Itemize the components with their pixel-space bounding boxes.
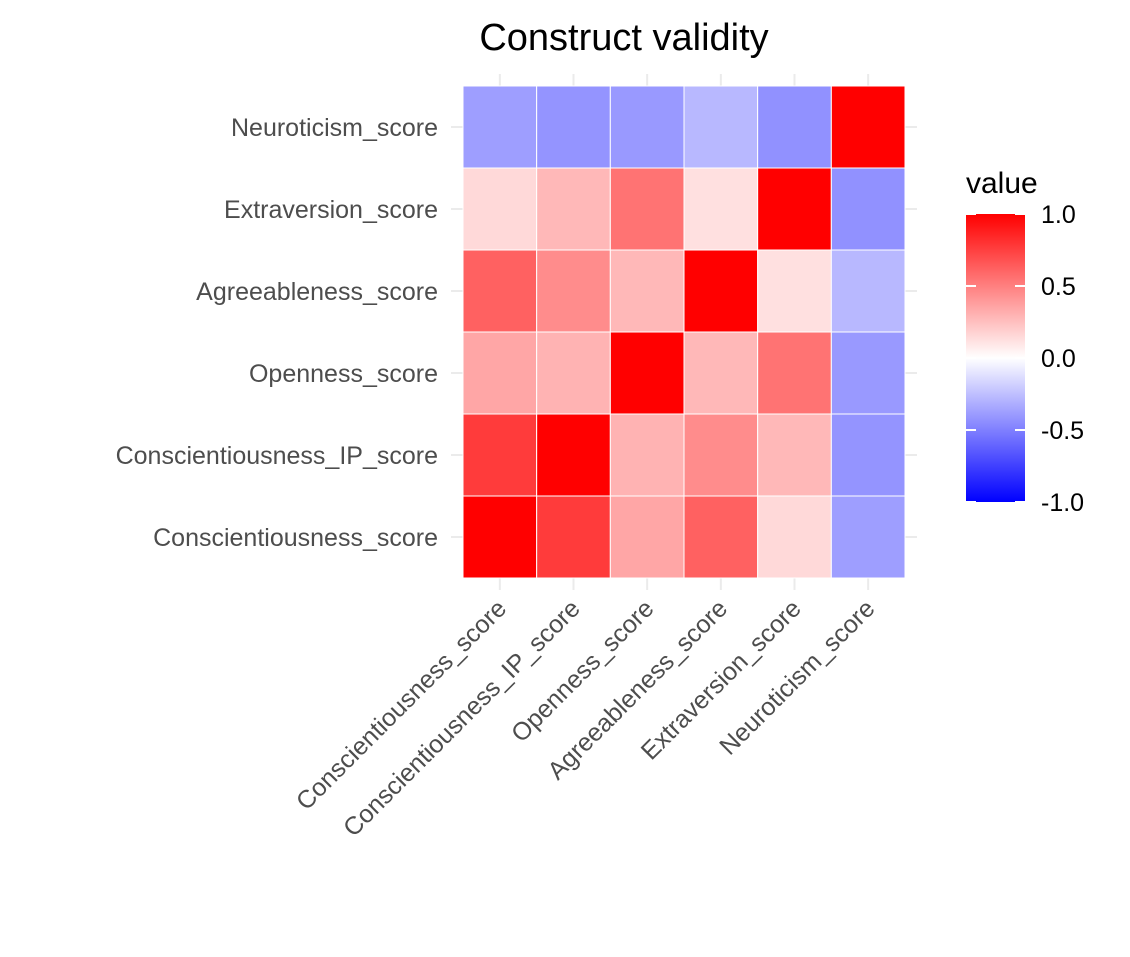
heatmap-cell — [609, 413, 685, 497]
legend-tick-label: 0.0 — [1041, 345, 1076, 373]
heatmap-cell — [757, 85, 832, 169]
heatmap-cell — [830, 331, 906, 415]
y-tick-label: Conscientiousness_IP_score — [116, 442, 438, 470]
chart-title: Construct validity — [479, 17, 768, 59]
heatmap-cell — [536, 331, 611, 415]
heatmap-cell — [830, 85, 906, 169]
heatmap-cell — [830, 495, 906, 579]
heatmap-cell — [462, 167, 538, 251]
legend-tick-label: 1.0 — [1041, 201, 1076, 229]
legend-ticks: 1.0 0.5 0.0 -0.5 -1.0 — [966, 201, 1084, 517]
heatmap-cell — [683, 331, 759, 415]
y-tick-label: Extraversion_score — [224, 196, 438, 224]
heatmap-cell — [536, 249, 611, 333]
legend-tick-label: -0.5 — [1041, 417, 1084, 445]
heatmap-cell — [683, 413, 759, 497]
heatmap-cell — [830, 249, 906, 333]
legend-tick-label: 0.5 — [1041, 273, 1076, 301]
heatmap-cell — [462, 413, 538, 497]
legend-title: value — [966, 167, 1038, 200]
heatmap-cell — [462, 249, 538, 333]
heatmap-cell — [830, 413, 906, 497]
heatmap-cell — [757, 249, 832, 333]
heatmap-cell — [536, 413, 611, 497]
y-tick-label: Conscientiousness_score — [153, 524, 438, 552]
legend-tick-label: -1.0 — [1041, 489, 1084, 517]
heatmap-cell — [683, 249, 759, 333]
heatmap-cell — [683, 85, 759, 169]
heatmap-cell — [609, 85, 685, 169]
heatmap-cell — [609, 495, 685, 579]
heatmap-cell — [757, 167, 832, 251]
y-tick-label: Agreeableness_score — [196, 278, 438, 306]
x-axis-labels: Conscientiousness_scoreConscientiousness… — [291, 594, 881, 842]
y-tick-label: Openness_score — [249, 360, 438, 388]
heatmap-cell — [462, 495, 538, 579]
heatmap-cell — [683, 495, 759, 579]
heatmap-cell — [609, 249, 685, 333]
heatmap-cell — [609, 167, 685, 251]
heatmap-cell — [609, 331, 685, 415]
heatmap-cell — [757, 413, 832, 497]
y-tick-label: Neuroticism_score — [231, 114, 438, 142]
heatmap-cell — [536, 167, 611, 251]
heatmap-cell — [757, 495, 832, 579]
heatmap-cell — [683, 167, 759, 251]
heatmap-cell — [536, 495, 611, 579]
heatmap-cell — [536, 85, 611, 169]
legend: value 1.0 0.5 0.0 -0.5 -1.0 — [966, 167, 1084, 517]
heatmap-cells — [462, 85, 906, 579]
heatmap-cell — [462, 331, 538, 415]
y-axis-labels: Conscientiousness_score Conscientiousness… — [116, 114, 438, 552]
heatmap-cell — [757, 331, 832, 415]
heatmap-cell — [830, 167, 906, 251]
heatmap-cell — [462, 85, 538, 169]
